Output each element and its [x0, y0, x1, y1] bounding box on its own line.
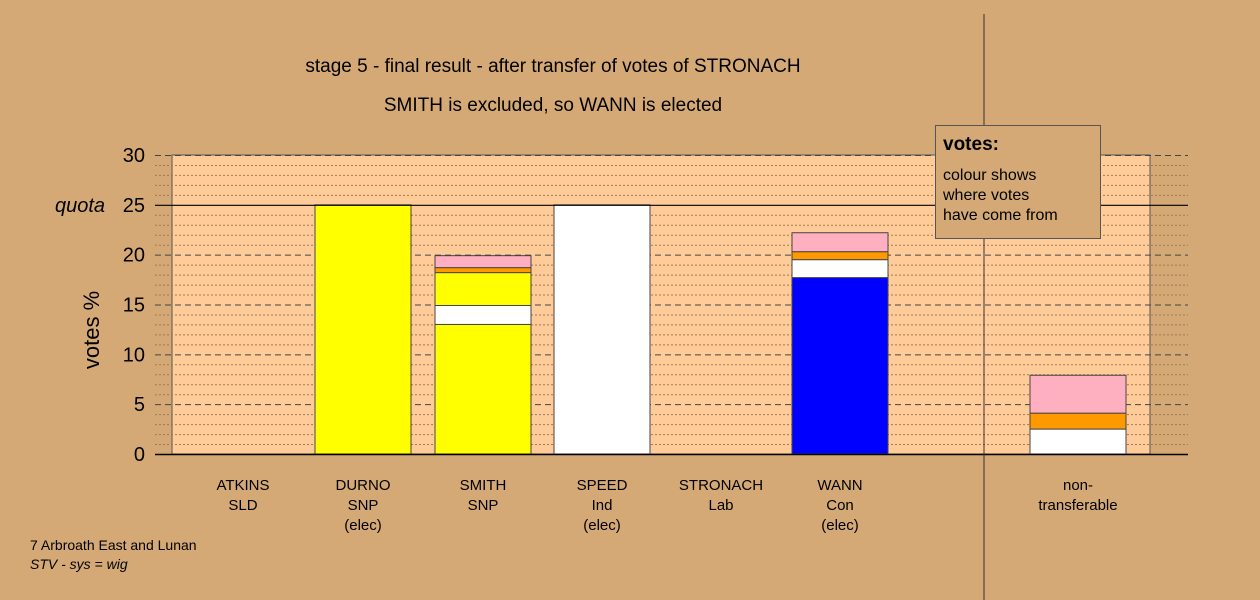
- category-label-status: (elec): [344, 517, 382, 534]
- bar-segment: [434, 304, 532, 325]
- y-axis-label: votes %: [79, 291, 104, 369]
- bar-segment: [434, 323, 532, 455]
- category-label-name: SPEED: [577, 477, 628, 494]
- category-label-name: non-: [1063, 477, 1093, 494]
- bar-segment: [791, 232, 889, 253]
- bar-segment: [434, 267, 532, 274]
- category-label-party: Con: [826, 497, 854, 514]
- bar-segment: [791, 259, 889, 279]
- category-label-party: SNP: [468, 497, 499, 514]
- chart-subtitle: SMITH is excluded, so WANN is elected: [384, 95, 722, 116]
- footer-system: STV - sys = wig: [30, 556, 128, 572]
- category-label-party: SNP: [348, 497, 379, 514]
- legend-box: votes: colour shows where votes have com…: [935, 125, 1101, 239]
- bar-segment: [791, 277, 889, 455]
- category-label-status: (elec): [821, 517, 859, 534]
- bar-segment: [434, 272, 532, 306]
- legend-line-2: where votes: [943, 187, 1030, 204]
- bar-segment: [434, 255, 532, 269]
- y-tick-label: 10: [123, 344, 145, 366]
- quota-label: quota: [55, 195, 105, 217]
- y-tick-label: 25: [123, 195, 145, 217]
- y-tick-label: 5: [134, 394, 145, 416]
- legend-line-1: colour shows: [943, 167, 1037, 184]
- category-label-party: transferable: [1038, 497, 1117, 514]
- y-tick-label: 15: [123, 295, 145, 317]
- category-label-name: SMITH: [460, 477, 507, 494]
- bar-segment: [1029, 412, 1127, 430]
- category-label-status: (elec): [583, 517, 621, 534]
- chart-title: stage 5 - final result - after transfer …: [305, 56, 800, 77]
- category-label-name: DURNO: [336, 477, 391, 494]
- y-tick-label: 0: [134, 444, 145, 466]
- bar-segment: [791, 251, 889, 261]
- category-label-party: SLD: [228, 497, 257, 514]
- bar-segment: [1029, 374, 1127, 414]
- bar-segment: [553, 204, 651, 455]
- legend-title: votes:: [943, 134, 999, 155]
- category-label-name: ATKINS: [216, 477, 269, 494]
- legend-line-3: have come from: [943, 207, 1058, 224]
- category-label-name: WANN: [817, 477, 862, 494]
- category-label-name: STRONACH: [679, 477, 763, 494]
- footer: 7 Arbroath East and Lunan STV - sys = wi…: [30, 536, 197, 574]
- category-label-party: Lab: [708, 497, 733, 514]
- footer-ward: 7 Arbroath East and Lunan: [30, 537, 197, 553]
- y-tick-label: 20: [123, 245, 145, 267]
- bar-segment: [314, 204, 412, 455]
- bar-segment: [1029, 428, 1127, 455]
- category-label-party: Ind: [592, 497, 613, 514]
- y-tick-label: 30: [123, 145, 145, 167]
